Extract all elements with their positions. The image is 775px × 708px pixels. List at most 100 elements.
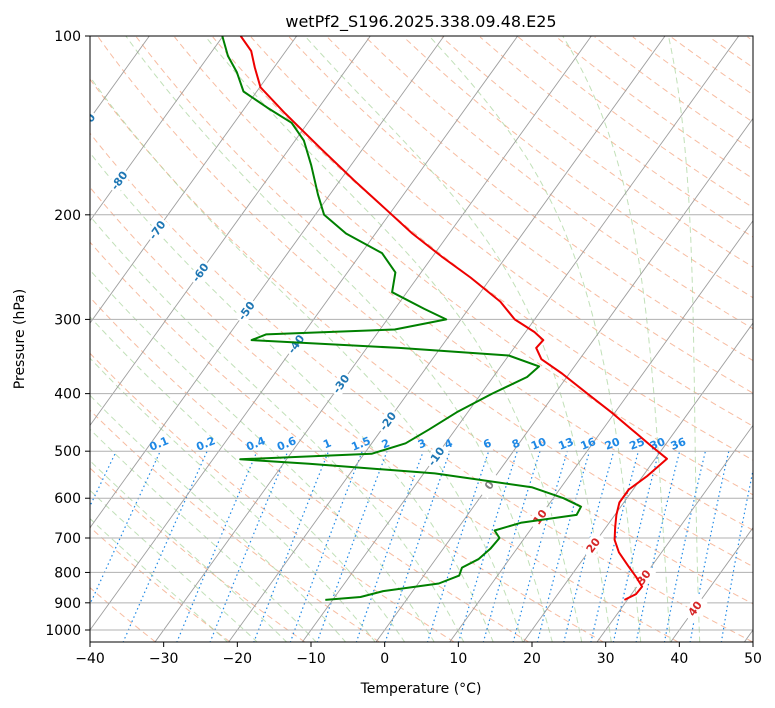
y-tick-label: 100 [54,29,81,45]
isotherm-label-bg [283,330,309,358]
moist-adiabat [125,36,553,642]
moist-adiabat [90,357,376,642]
moist-adiabat [90,489,258,642]
moist-adiabat [90,316,406,642]
dewpoint-profile [221,36,582,601]
moist-adiabat [204,36,583,642]
dry-adiabat [90,296,529,642]
mixing-ratio-line [663,451,706,642]
mixing-ratio-label: 6 [481,436,493,451]
isotherm-label-bg [580,531,606,560]
x-tick-label: −30 [149,651,179,667]
mixing-ratio-line [612,451,660,642]
profiles [221,36,668,601]
y-tick-label: 500 [54,444,81,460]
mixing-ratio-line [289,450,363,642]
moist-adiabat [90,518,229,642]
y-tick-label: 800 [54,565,81,581]
plot-frame [89,35,754,643]
isotherm-line [375,117,753,642]
isotherm-label-bg [328,369,354,398]
x-tick-label: 10 [449,651,467,667]
moist-adiabat [562,36,671,642]
x-axis-title: Temperature (°C) [360,681,482,697]
mixing-ratio-line [176,450,258,642]
isotherm-label: -90 [76,111,98,135]
x-axis-ticks: −40 −30 −20 −10 0 10 20 30 40 50 [75,642,762,667]
dry-adiabat [90,241,604,642]
isotherm-label-bg [187,258,213,287]
y-tick-label: 1000 [45,623,81,639]
dry-adiabat [594,36,753,151]
x-tick-label: 50 [744,651,762,667]
mixing-ratio-label: 13 [556,435,575,453]
dry-adiabat [441,36,753,268]
mixing-ratio-line [0,451,62,642]
mixing-ratio-line [316,450,388,642]
x-tick-label: 20 [523,651,541,667]
isotherm-line [596,424,753,642]
mixing-ratio-line [90,450,161,606]
mixing-ratio-label: 1 [321,436,333,451]
mixing-ratio-line [457,451,518,642]
y-tick-label: 700 [54,531,81,547]
moist-adiabat [90,76,524,642]
mixing-ratio-line [426,451,490,642]
dry-adiabat [90,352,455,642]
dry-adiabat [632,36,753,123]
dry-adiabat [670,36,753,96]
dry-adiabat [250,36,753,427]
dry-adiabat [97,36,753,568]
y-tick-label: 900 [54,596,81,612]
isotherm-line [90,36,445,529]
y-axis-title: Pressure (hPa) [12,289,28,389]
mixing-ratio-line [355,450,424,642]
mixing-ratio-label: 8 [510,436,522,451]
x-tick-label: 40 [670,651,688,667]
dry-adiabat [288,36,753,394]
chart-title: wetPf2_S196.2025.338.09.48.E25 [285,12,556,32]
mixing-ratio-line [536,451,591,642]
mixing-ratio-label: 20 [603,435,622,453]
isotherm-label-bg [527,503,553,531]
dry-adiabat [709,36,753,69]
dry-adiabat [479,36,753,238]
isotherm-label-bg [682,594,708,623]
moist-adiabat [428,36,642,642]
isotherm-line [670,526,753,642]
isotherm-line [90,36,298,324]
isotherm-label-bg [106,166,132,195]
temperature-profile [239,36,668,601]
y-tick-label: 300 [54,312,81,328]
dry-adiabat [90,186,679,642]
y-tick-label: 200 [54,208,81,224]
isotherm-line [301,36,740,642]
isotherm-label-bg [144,216,170,244]
y-tick-label: 600 [54,491,81,507]
moist-adiabat [90,428,317,642]
isotherm-label-bg [375,407,401,435]
dry-adiabat [365,36,753,330]
mixing-ratio-line [512,451,568,642]
x-tick-label: 0 [380,651,389,667]
y-axis-ticks: 1000 900 800 700 600 500 400 300 200 100 [45,29,90,639]
dry-adiabat [90,132,753,642]
isotherm-line [449,219,753,642]
isotherm-line [90,36,224,222]
isotherm-line [0,36,2,642]
dry-adiabat [212,36,753,461]
mixing-ratio-line [720,467,753,642]
dry-adiabat [136,36,753,531]
moist-adiabat [304,36,612,642]
dry-adiabat [326,36,753,362]
background-lines [0,36,753,642]
mixing-ratio-label: 2 [380,436,392,451]
mixing-ratio-label: 3 [416,436,428,451]
moist-adiabat [90,215,465,642]
x-tick-label: −40 [75,651,105,667]
x-tick-label: −20 [223,651,253,667]
mixing-ratio-label: 36 [669,435,688,453]
mixing-ratio-line [253,450,330,642]
mixing-ratio-label: 16 [579,435,598,453]
